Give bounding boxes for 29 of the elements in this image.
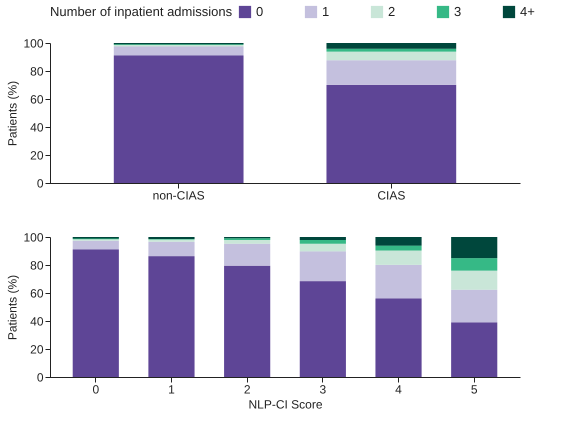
y-tick-label: 80 xyxy=(30,64,44,78)
x-tick-label: 5 xyxy=(470,382,478,396)
y-tick-label: 100 xyxy=(23,230,44,244)
y-tick-label: 20 xyxy=(30,148,44,162)
y-tick-label: 80 xyxy=(30,258,44,272)
x-tick-label: 1 xyxy=(168,382,176,396)
legend-label: 0 xyxy=(256,4,264,19)
x-tick-label: 0 xyxy=(92,382,100,396)
x-tick-label: 3 xyxy=(320,382,326,396)
y-tick-label: 20 xyxy=(30,342,44,356)
y-tick-label: 40 xyxy=(30,314,44,328)
x-tick-label: 2 xyxy=(244,382,251,396)
legend-label: 1 xyxy=(322,4,330,19)
legend-label: 3 xyxy=(454,4,462,19)
x-tick-label: non-CIAS xyxy=(152,188,205,202)
y-axis-title: Patients (%) xyxy=(5,80,20,146)
legend-label: 2 xyxy=(388,4,396,19)
y-axis-title: Patients (%) xyxy=(5,274,20,340)
y-tick-label: 0 xyxy=(36,176,44,190)
x-axis-title: NLP-CI Score xyxy=(248,398,323,412)
y-tick-label: 100 xyxy=(23,36,44,50)
y-tick-label: 0 xyxy=(36,370,44,384)
y-tick-label: 60 xyxy=(30,92,44,106)
x-tick-label: CIAS xyxy=(377,188,406,202)
legend-label: 4+ xyxy=(520,4,535,19)
y-tick-label: 60 xyxy=(30,286,44,300)
x-tick-label: 4 xyxy=(395,382,402,396)
legend-title: Number of inpatient admissions xyxy=(50,4,233,19)
y-tick-label: 40 xyxy=(30,120,44,134)
